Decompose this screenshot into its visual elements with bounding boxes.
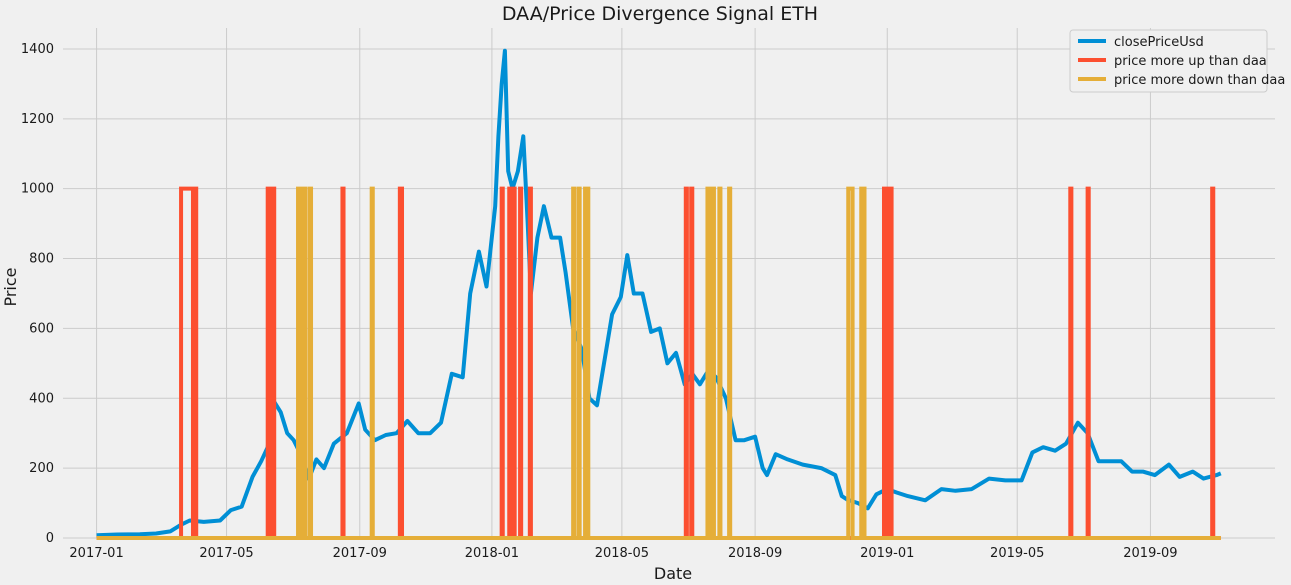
- x-tick-label: 2018-09: [728, 546, 782, 561]
- x-tick-label: 2018-01: [465, 546, 519, 561]
- y-tick-label: 800: [29, 252, 54, 267]
- y-tick-label: 400: [29, 391, 54, 406]
- y-tick-label: 1400: [21, 42, 54, 57]
- y-tick-label: 200: [29, 461, 54, 476]
- legend-label-close-price: closePriceUsd: [1114, 35, 1204, 50]
- y-axis-title: Price: [1, 267, 20, 306]
- legend: closePriceUsd price more up than daa pri…: [1069, 29, 1285, 93]
- x-axis-title: Date: [654, 564, 692, 583]
- x-tick-label: 2018-05: [595, 546, 649, 561]
- tick-labels: 0 200 400 600 800 1000 1200 1400 2017-01 2017-05 2…: [21, 42, 1178, 561]
- legend-label-down: price more down than daa: [1114, 73, 1285, 88]
- x-tick-label: 2017-09: [333, 546, 387, 561]
- x-tick-label: 2017-01: [69, 546, 123, 561]
- chart-title: DAA/Price Divergence Signal ETH: [502, 3, 818, 25]
- legend-label-up: price more up than daa: [1114, 54, 1267, 69]
- series-line-price-more-down: [96, 186, 1221, 540]
- y-tick-label: 600: [29, 321, 54, 336]
- x-tick-label: 2019-01: [860, 546, 914, 561]
- x-tick-label: 2017-05: [199, 546, 253, 561]
- y-tick-label: 1200: [21, 112, 54, 127]
- series-layer: [96, 48, 1222, 540]
- y-tick-label: 0: [46, 531, 54, 546]
- y-tick-label: 1000: [21, 182, 54, 197]
- x-tick-label: 2019-05: [990, 546, 1044, 561]
- x-tick-label: 2019-09: [1123, 546, 1177, 561]
- legend-box: [1069, 29, 1268, 93]
